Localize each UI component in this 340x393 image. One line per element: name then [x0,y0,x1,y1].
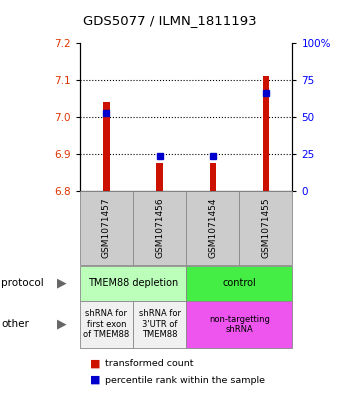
Bar [80,191,133,265]
Text: other: other [1,319,29,329]
Text: shRNA for
first exon
of TMEM88: shRNA for first exon of TMEM88 [83,309,130,339]
Bar [133,301,186,348]
Bar [262,76,269,191]
Text: ▶: ▶ [57,277,66,290]
Text: ■: ■ [90,358,101,369]
Text: percentile rank within the sample: percentile rank within the sample [105,376,266,384]
Bar [133,191,186,265]
Text: GSM1071457: GSM1071457 [102,198,111,258]
Bar [186,191,239,265]
Text: transformed count: transformed count [105,359,194,368]
Text: control: control [222,278,256,288]
Text: non-targetting
shRNA: non-targetting shRNA [209,314,270,334]
Text: GSM1071455: GSM1071455 [261,198,270,258]
Text: ▶: ▶ [57,318,66,331]
Text: GSM1071456: GSM1071456 [155,198,164,258]
Text: GSM1071454: GSM1071454 [208,198,217,258]
Bar [186,301,292,348]
Bar [186,266,292,301]
Bar [209,163,216,191]
Text: ■: ■ [90,375,101,385]
Bar [80,266,186,301]
Bar [156,163,163,191]
Text: shRNA for
3'UTR of
TMEM88: shRNA for 3'UTR of TMEM88 [139,309,181,339]
Text: TMEM88 depletion: TMEM88 depletion [88,278,178,288]
Text: protocol: protocol [1,278,44,288]
Text: GDS5077 / ILMN_1811193: GDS5077 / ILMN_1811193 [83,14,257,27]
Bar [239,191,292,265]
Bar [80,301,133,348]
Bar [103,102,109,191]
